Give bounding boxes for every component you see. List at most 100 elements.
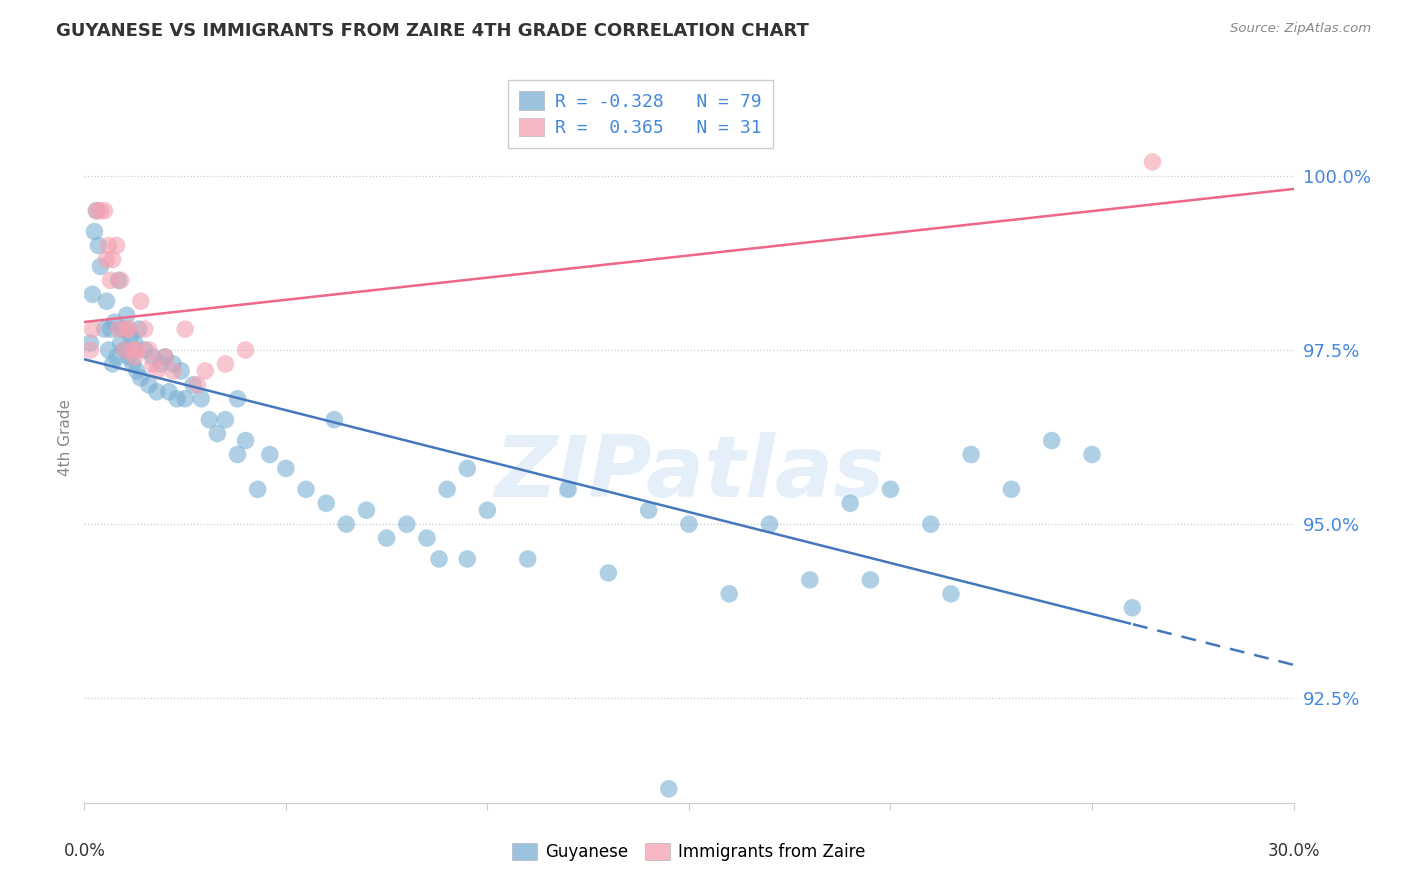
- Point: [134, 322, 156, 336]
- Point: [246, 483, 269, 497]
- Point: [315, 496, 337, 510]
- Point: [100, 273, 122, 287]
- Point: [477, 503, 499, 517]
- Point: [436, 483, 458, 497]
- Point: [146, 364, 169, 378]
- Point: [456, 461, 478, 475]
- Point: [960, 448, 983, 462]
- Point: [100, 322, 122, 336]
- Point: [174, 322, 197, 336]
- Point: [456, 552, 478, 566]
- Point: [142, 357, 165, 371]
- Point: [427, 552, 450, 566]
- Point: [107, 273, 129, 287]
- Point: [87, 238, 110, 252]
- Point: [96, 294, 118, 309]
- Point: [235, 343, 257, 357]
- Y-axis label: 4th Grade: 4th Grade: [58, 399, 73, 475]
- Point: [637, 503, 659, 517]
- Point: [97, 238, 120, 252]
- Point: [86, 203, 108, 218]
- Point: [96, 252, 118, 267]
- Text: GUYANESE VS IMMIGRANTS FROM ZAIRE 4TH GRADE CORRELATION CHART: GUYANESE VS IMMIGRANTS FROM ZAIRE 4TH GR…: [56, 22, 808, 40]
- Point: [658, 781, 681, 796]
- Point: [274, 461, 297, 475]
- Point: [83, 225, 105, 239]
- Point: [1081, 448, 1104, 462]
- Point: [118, 322, 141, 336]
- Point: [129, 371, 152, 385]
- Point: [799, 573, 821, 587]
- Text: 0.0%: 0.0%: [63, 842, 105, 860]
- Point: [839, 496, 862, 510]
- Point: [86, 203, 108, 218]
- Point: [114, 343, 136, 357]
- Point: [89, 203, 111, 218]
- Point: [395, 517, 418, 532]
- Point: [162, 357, 184, 371]
- Point: [120, 329, 142, 343]
- Point: [174, 392, 197, 406]
- Point: [259, 448, 281, 462]
- Point: [859, 573, 882, 587]
- Point: [124, 336, 146, 351]
- Point: [146, 384, 169, 399]
- Point: [115, 308, 138, 322]
- Point: [207, 426, 229, 441]
- Point: [356, 503, 378, 517]
- Point: [323, 412, 346, 426]
- Point: [105, 350, 128, 364]
- Point: [107, 322, 129, 336]
- Point: [105, 238, 128, 252]
- Point: [101, 357, 124, 371]
- Point: [104, 315, 127, 329]
- Point: [79, 343, 101, 357]
- Point: [82, 287, 104, 301]
- Point: [142, 350, 165, 364]
- Point: [149, 357, 172, 371]
- Point: [1040, 434, 1063, 448]
- Point: [162, 364, 184, 378]
- Point: [198, 412, 221, 426]
- Point: [118, 350, 141, 364]
- Point: [1142, 155, 1164, 169]
- Legend: Guyanese, Immigrants from Zaire: Guyanese, Immigrants from Zaire: [505, 836, 873, 868]
- Point: [186, 377, 208, 392]
- Point: [194, 364, 217, 378]
- Point: [1000, 483, 1022, 497]
- Point: [110, 336, 132, 351]
- Point: [114, 343, 136, 357]
- Point: [758, 517, 780, 532]
- Point: [335, 517, 357, 532]
- Point: [235, 434, 257, 448]
- Point: [598, 566, 620, 580]
- Point: [879, 483, 901, 497]
- Point: [190, 392, 212, 406]
- Text: 30.0%: 30.0%: [1267, 842, 1320, 860]
- Point: [121, 357, 143, 371]
- Point: [129, 294, 152, 309]
- Point: [128, 322, 150, 336]
- Point: [138, 377, 160, 392]
- Point: [89, 260, 111, 274]
- Point: [82, 322, 104, 336]
- Point: [111, 322, 134, 336]
- Point: [125, 364, 148, 378]
- Point: [166, 392, 188, 406]
- Point: [214, 412, 236, 426]
- Point: [157, 384, 180, 399]
- Point: [134, 343, 156, 357]
- Text: Source: ZipAtlas.com: Source: ZipAtlas.com: [1230, 22, 1371, 36]
- Point: [375, 531, 398, 545]
- Point: [214, 357, 236, 371]
- Point: [939, 587, 962, 601]
- Point: [124, 350, 146, 364]
- Point: [718, 587, 741, 601]
- Point: [181, 377, 204, 392]
- Point: [678, 517, 700, 532]
- Point: [1121, 600, 1143, 615]
- Point: [920, 517, 942, 532]
- Point: [170, 364, 193, 378]
- Point: [153, 350, 176, 364]
- Point: [101, 252, 124, 267]
